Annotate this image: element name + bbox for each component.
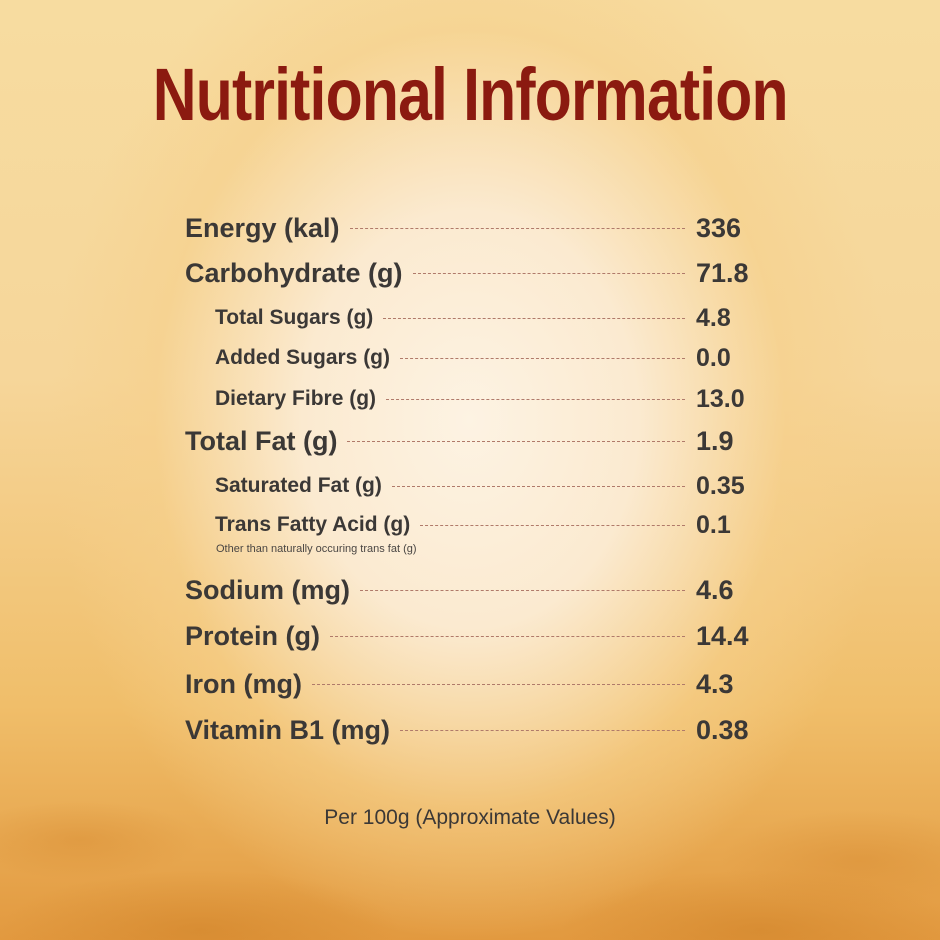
nutrient-label: Saturated Fat (g): [215, 474, 382, 497]
dotted-leader: [420, 524, 685, 526]
nutrition-row: Added Sugars (g) 0.0: [0, 338, 940, 378]
trans-fat-note: Other than naturally occuring trans fat …: [216, 543, 417, 555]
nutrition-row: Trans Fatty Acid (g) 0.1: [0, 505, 940, 545]
nutrient-value: 0.1: [696, 510, 731, 539]
nutrition-row: Vitamin B1 (mg) 0.38: [0, 710, 940, 750]
dotted-leader: [413, 272, 685, 274]
nutrient-label: Added Sugars (g): [215, 346, 391, 369]
nutrient-label: Trans Fatty Acid (g): [215, 513, 411, 536]
nutrient-label: Total Sugars (g): [215, 306, 374, 329]
nutrient-value: 4.6: [696, 574, 734, 605]
nutrient-value: 0.35: [696, 471, 745, 500]
nutrient-value: 0.38: [696, 714, 749, 745]
nutrient-value: 1.9: [696, 425, 734, 456]
nutrition-row: Sodium (mg) 4.6: [0, 570, 940, 610]
nutrient-value: 0.0: [696, 343, 731, 372]
nutrition-row: Saturated Fat (g) 0.35: [0, 466, 940, 506]
footer-note: Per 100g (Approximate Values): [324, 806, 616, 829]
nutrient-label: Carbohydrate (g): [185, 257, 403, 288]
page-title: Nutritional Information: [0, 52, 940, 137]
nutrient-label: Total Fat (g): [185, 425, 338, 456]
dotted-leader: [400, 729, 685, 731]
dotted-leader: [392, 485, 685, 487]
nutrient-label: Sodium (mg): [185, 574, 350, 605]
dotted-leader: [312, 683, 685, 685]
nutrition-row: Energy (kal) 336: [0, 208, 940, 248]
dotted-leader: [400, 357, 685, 359]
nutrition-row: Dietary Fibre (g) 13.0: [0, 379, 940, 419]
dotted-leader: [360, 589, 685, 591]
wheat-background: [0, 640, 940, 940]
nutrition-row: Total Fat (g) 1.9: [0, 421, 940, 461]
nutrient-label: Dietary Fibre (g): [215, 387, 377, 410]
nutrient-label: Protein (g): [185, 620, 320, 651]
nutrient-value: 4.8: [696, 303, 731, 332]
dotted-leader: [386, 398, 685, 400]
nutrient-value: 71.8: [696, 257, 749, 288]
dotted-leader: [330, 635, 685, 637]
dotted-leader: [383, 317, 685, 319]
nutrition-row: Iron (mg) 4.3: [0, 664, 940, 704]
nutrient-label: Energy (kal): [185, 212, 340, 243]
title-text: Nutritional Information: [152, 53, 788, 136]
dotted-leader: [347, 440, 685, 442]
nutrition-row: Carbohydrate (g) 71.8: [0, 253, 940, 293]
nutrient-value: 14.4: [696, 620, 749, 651]
nutrient-value: 336: [696, 212, 742, 243]
nutrient-value: 4.3: [696, 668, 734, 699]
nutrient-value: 13.0: [696, 384, 745, 413]
nutrient-label: Vitamin B1 (mg): [185, 714, 391, 745]
nutrition-row: Total Sugars (g) 4.8: [0, 298, 940, 338]
nutrient-label: Iron (mg): [185, 668, 302, 699]
dotted-leader: [350, 227, 685, 229]
nutrition-row: Protein (g) 14.4: [0, 616, 940, 656]
